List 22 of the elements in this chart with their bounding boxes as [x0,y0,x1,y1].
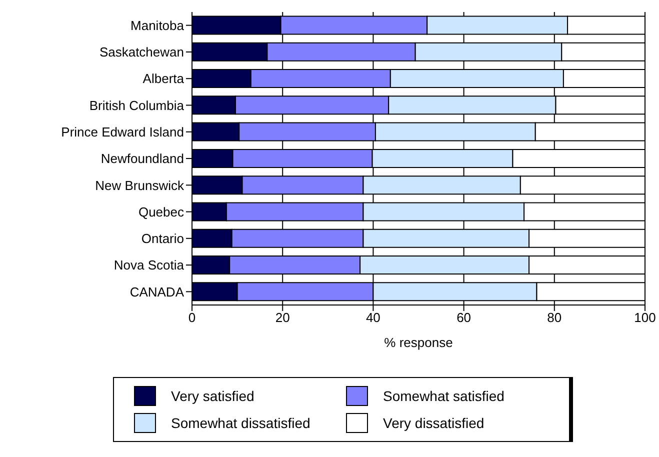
y-tick-label: Ontario [141,231,184,246]
x-tick-label: 40 [366,310,380,326]
y-tick-label: Saskatchewan [99,44,184,60]
legend-label: Very dissatisfied [383,415,484,431]
y-tick-label: Manitoba [130,18,185,33]
y-tick-label: CANADA [130,284,184,300]
x-axis-title: % response [384,335,453,350]
legend-label: Somewhat satisfied [383,388,504,404]
x-tick-label: 80 [547,310,562,326]
y-tick-label: Newfoundland [100,151,184,166]
y-tick-label: New Brunswick [95,178,184,193]
y-tick-label: Alberta [142,71,185,86]
legend-label: Somewhat dissatisfied [171,415,310,431]
y-tick-label: Quebec [138,204,184,220]
y-tick-label: British Columbia [89,98,185,113]
x-tick-label: 20 [275,310,290,326]
y-tick-label: Nova Scotia [114,258,185,273]
x-tick-label: 100 [634,310,656,326]
legend-label: Very satisfied [171,388,254,404]
x-tick-label: 0 [188,310,196,326]
x-tick-label: 60 [456,310,472,326]
y-tick-label: Prince Edward Island [61,124,184,140]
